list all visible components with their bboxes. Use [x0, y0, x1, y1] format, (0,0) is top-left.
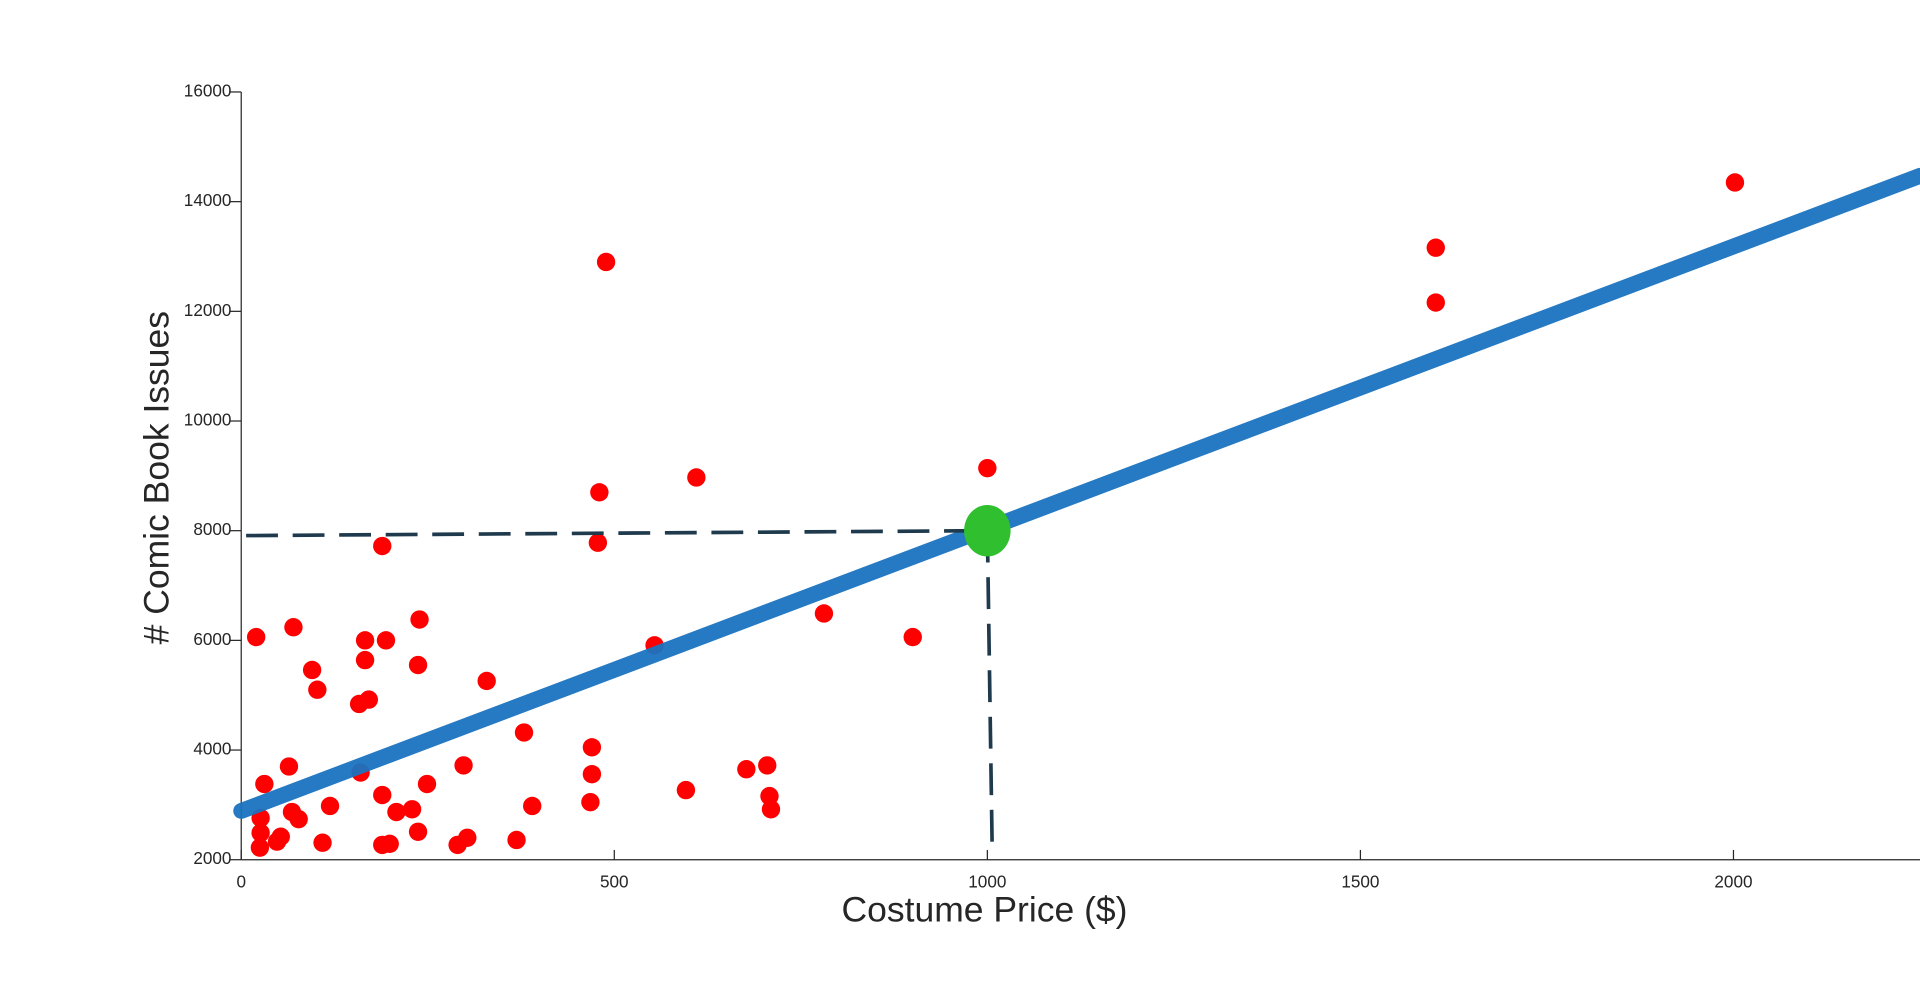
data-point: [507, 830, 526, 850]
y-tick-label: 16000: [184, 81, 232, 101]
data-point: [417, 774, 437, 794]
data-point: [380, 834, 399, 854]
data-point: [523, 796, 542, 816]
x-tick-label: 1000: [968, 872, 1006, 892]
data-point: [978, 458, 997, 478]
data-point: [582, 738, 602, 757]
data-point: [289, 809, 308, 829]
x-tick-label: 0: [236, 872, 246, 892]
data-point: [279, 757, 299, 776]
data-point: [1426, 293, 1445, 312]
data-point: [408, 655, 428, 675]
data-point: [320, 796, 340, 816]
highlight-point: [964, 504, 1011, 557]
data-point: [514, 723, 534, 742]
data-point: [313, 833, 332, 852]
data-point: [308, 680, 327, 699]
data-point: [761, 800, 781, 819]
data-point: [477, 671, 496, 691]
data-point: [255, 774, 274, 794]
y-tick-label: 2000: [193, 848, 231, 868]
data-point: [246, 627, 266, 647]
data-point: [758, 756, 777, 775]
data-point: [581, 792, 600, 812]
fit-line: [233, 167, 1920, 819]
data-point: [408, 822, 428, 841]
data-point: [387, 802, 406, 822]
data-point: [373, 785, 392, 805]
data-point: [355, 631, 375, 650]
data-point: [596, 252, 616, 272]
data-point: [355, 650, 375, 670]
data-point: [376, 631, 396, 650]
data-point: [737, 760, 756, 779]
data-point: [302, 660, 322, 680]
data-point: [349, 694, 369, 714]
data-point: [687, 468, 706, 487]
y-axis-title: # Comic Book Issues: [137, 311, 177, 644]
x-tick-label: 1500: [1341, 872, 1379, 892]
data-point: [1426, 238, 1445, 257]
data-point: [582, 764, 602, 784]
x-axis-title: Costume Price ($): [841, 890, 1127, 930]
data-point: [588, 533, 608, 552]
y-tick-label: 14000: [184, 190, 232, 210]
guide-vertical: [985, 530, 995, 853]
data-point: [590, 483, 609, 502]
data-point: [1725, 173, 1745, 192]
data-point: [410, 610, 429, 629]
guide-horizontal: [246, 528, 988, 538]
y-tick-label: 10000: [184, 410, 232, 430]
x-tick-label: 500: [600, 872, 629, 892]
x-tick-label: 2000: [1714, 872, 1752, 892]
y-tick-label: 4000: [193, 739, 231, 759]
data-point: [458, 828, 477, 847]
y-tick-label: 12000: [184, 300, 232, 320]
data-point: [676, 780, 696, 800]
data-point: [903, 627, 922, 647]
data-point: [814, 604, 834, 623]
data-point: [250, 838, 270, 857]
y-tick-label: 8000: [193, 519, 231, 539]
data-point: [454, 756, 473, 775]
data-point: [402, 800, 422, 819]
data-point: [373, 536, 392, 556]
data-point: [284, 618, 303, 637]
data-point: [251, 823, 270, 843]
data-point: [267, 832, 287, 851]
y-tick-label: 6000: [193, 629, 231, 649]
